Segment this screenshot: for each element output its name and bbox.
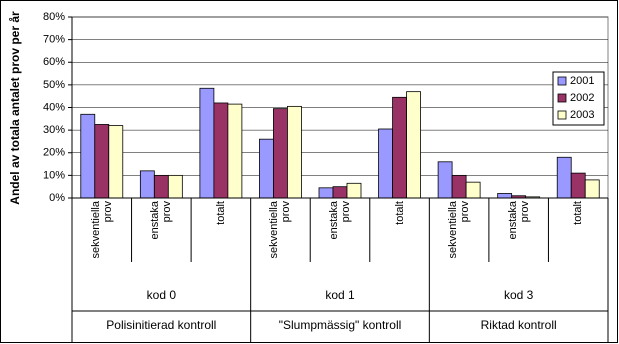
group-label: kod 1: [325, 288, 355, 302]
bar: [287, 105, 302, 199]
legend-label: 2002: [570, 92, 594, 104]
bar: [378, 128, 393, 199]
legend-label: 2003: [570, 109, 594, 121]
group-label: kod 3: [504, 288, 534, 302]
x-tick-label: totalt: [393, 201, 406, 225]
x-tick-label: sekventiella prov: [268, 201, 293, 259]
y-tick-label: 80%: [43, 11, 65, 23]
bar: [392, 96, 407, 199]
legend-swatch: [557, 110, 567, 120]
x-tick-label: sekventiella prov: [89, 201, 114, 259]
y-tick-label: 70%: [43, 34, 65, 46]
legend-label: 2001: [570, 75, 594, 87]
bar: [259, 138, 274, 199]
supergroup-label: Polisinitierad kontroll: [106, 318, 216, 332]
bar: [318, 187, 334, 199]
x-tick-label: enstaka prov: [506, 201, 531, 240]
bar: [465, 181, 481, 199]
bar: [346, 182, 362, 199]
x-tick-label: totalt: [214, 201, 227, 225]
supergroup-label: Riktad kontroll: [481, 318, 557, 332]
bar: [332, 186, 348, 199]
bar: [273, 108, 288, 199]
bar: [497, 193, 513, 199]
y-tick-label: 20%: [43, 147, 65, 159]
bar: [80, 113, 96, 199]
bar: [437, 161, 453, 199]
bar: [199, 87, 215, 199]
bar: [584, 179, 600, 199]
legend-swatch: [557, 76, 567, 86]
group-label: kod 0: [147, 288, 177, 302]
legend-swatch: [557, 93, 567, 103]
bar: [167, 174, 183, 199]
bar: [406, 91, 421, 199]
y-tick-label: 10%: [43, 169, 65, 181]
bar: [451, 174, 467, 199]
y-tick-label: 0%: [49, 192, 65, 204]
bar: [570, 172, 586, 199]
bar: [213, 102, 229, 199]
bar: [153, 174, 169, 199]
x-tick-label: totalt: [572, 201, 585, 225]
bar: [94, 124, 110, 199]
x-tick-label: enstaka prov: [328, 201, 352, 240]
bar: [108, 125, 124, 199]
x-tick-label: sekventiella prov: [447, 201, 472, 259]
x-tick-label: enstaka prov: [149, 201, 174, 240]
y-tick-label: 60%: [43, 56, 65, 68]
y-tick-label: 50%: [43, 79, 65, 91]
bar: [556, 156, 572, 199]
y-tick-label: 40%: [43, 101, 65, 113]
bar: [227, 103, 243, 199]
y-axis-label: Andel av totala antalet prov per år: [8, 11, 22, 205]
y-tick-label: 30%: [43, 124, 65, 136]
bar: [139, 170, 155, 199]
supergroup-label: "Slumpmässig" kontroll: [279, 318, 402, 332]
